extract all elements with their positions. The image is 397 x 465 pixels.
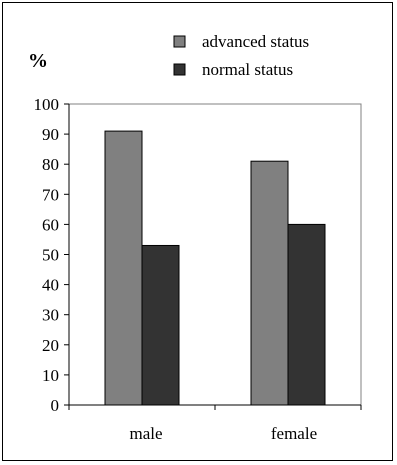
x-tick-label-female: female — [271, 424, 317, 443]
y-tick-label: 100 — [34, 95, 60, 114]
y-tick-label: 40 — [42, 276, 59, 295]
x-tick-label-male: male — [129, 424, 162, 443]
y-tick-label: 70 — [42, 185, 59, 204]
legend: advanced status normal status — [173, 32, 309, 79]
y-tick-label: 20 — [42, 336, 59, 355]
bar-male-advanced — [104, 130, 143, 406]
legend-label-normal: normal status — [202, 60, 293, 79]
bar-female-normal — [287, 223, 326, 406]
y-tick-label: 60 — [42, 215, 59, 234]
bar-female-advanced — [250, 160, 289, 406]
y-tick-label: 30 — [42, 306, 59, 325]
legend-label-advanced: advanced status — [202, 32, 309, 51]
y-axis-label: % — [28, 50, 48, 72]
bar-male-normal — [141, 244, 180, 406]
legend-swatch-advanced — [173, 35, 186, 48]
y-tick-labels: 0 10 20 30 40 50 60 70 80 90 100 — [34, 95, 60, 415]
y-tick-label: 10 — [42, 366, 59, 385]
y-tick-label: 0 — [51, 396, 60, 415]
y-tick-label: 50 — [42, 246, 59, 265]
y-tick-label: 90 — [42, 125, 59, 144]
legend-swatch-normal — [173, 63, 186, 76]
bars — [104, 130, 326, 406]
y-tick-label: 80 — [42, 155, 59, 174]
